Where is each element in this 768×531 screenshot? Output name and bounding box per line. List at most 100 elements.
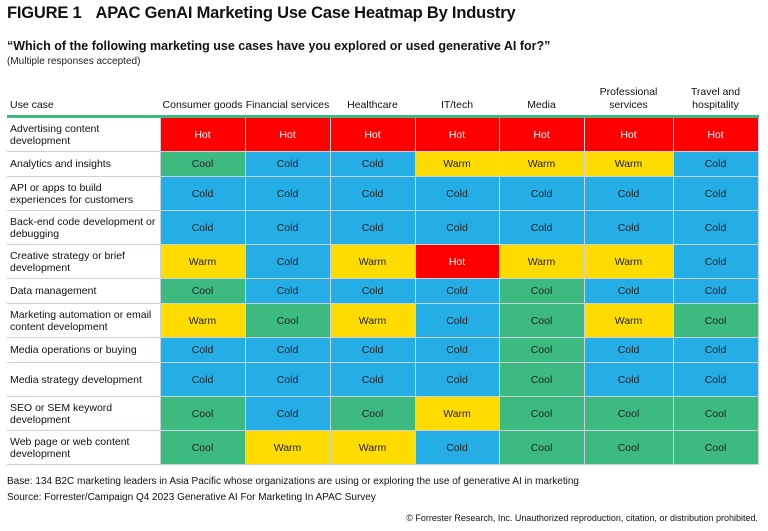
heat-cell: Cold <box>414 430 500 465</box>
heat-cell: Cold <box>414 278 500 304</box>
table-row: Analytics and insights Cool Cold Cold Warm Wa… <box>7 151 759 177</box>
heat-cell: Cool <box>159 278 246 304</box>
table-row: Marketing automation or email content de… <box>7 303 759 338</box>
heat-cell: Cold <box>159 176 246 211</box>
heat-cell: Cold <box>583 278 674 304</box>
heat-cell: Hot <box>414 244 500 279</box>
heat-cell: Cool <box>329 396 416 431</box>
use-case-label: Analytics and insights <box>7 151 161 177</box>
row-header: Use case <box>7 82 160 118</box>
figure-label: FIGURE 1 <box>7 4 82 22</box>
heat-cell: Cool <box>583 430 674 465</box>
heat-cell: Warm <box>159 244 246 279</box>
heat-cell: Cold <box>672 362 759 397</box>
heat-cell: Warm <box>244 430 331 465</box>
heat-cell: Cold <box>498 176 585 211</box>
heat-cell: Cold <box>414 337 500 363</box>
heat-cell: Cool <box>498 278 585 304</box>
heat-cell: Hot <box>159 116 246 152</box>
heat-cell: Cold <box>244 210 331 245</box>
table-row: Media operations or buying Cold Cold Cold Co… <box>7 337 759 363</box>
heat-cell: Warm <box>498 151 585 177</box>
use-case-label: Media strategy development <box>7 362 161 397</box>
figure-title: FIGURE 1 APAC GenAI Marketing Use Case He… <box>7 4 516 23</box>
responses-note: (Multiple responses accepted) <box>7 56 141 67</box>
use-case-label: Creative strategy or brief development <box>7 244 161 279</box>
column-header: IT/tech <box>415 82 499 118</box>
heat-cell: Cool <box>498 337 585 363</box>
column-header: Professional services <box>584 82 673 118</box>
heat-cell: Cold <box>672 244 759 279</box>
heat-cell: Cool <box>159 430 246 465</box>
use-case-label: Advertising content development <box>7 116 161 152</box>
heat-cell: Hot <box>498 116 585 152</box>
heat-cell: Warm <box>329 303 416 338</box>
heat-cell: Cold <box>672 210 759 245</box>
heat-cell: Cold <box>672 337 759 363</box>
table-row: Media strategy development Cold Cold Cold Co… <box>7 362 759 397</box>
heat-cell: Cool <box>672 303 759 338</box>
table-row: Advertising content development Hot Hot Hot… <box>7 116 759 152</box>
heat-cell: Cold <box>498 210 585 245</box>
heat-cell: Cool <box>498 430 585 465</box>
heat-cell: Cold <box>583 337 674 363</box>
heat-cell: Cold <box>583 210 674 245</box>
heat-cell: Hot <box>244 116 331 152</box>
table-row: Back-end code development or debugging Co… <box>7 210 759 245</box>
heat-cell: Cool <box>159 151 246 177</box>
heat-cell: Warm <box>583 244 674 279</box>
heat-cell: Cold <box>159 210 246 245</box>
column-header: Consumer goods <box>160 82 245 118</box>
table-row: Web page or web content development Cool W… <box>7 430 759 465</box>
heat-cell: Cold <box>159 362 246 397</box>
heat-cell: Hot <box>414 116 500 152</box>
heat-cell: Cold <box>244 278 331 304</box>
heat-cell: Warm <box>498 244 585 279</box>
table-row: SEO or SEM keyword development Cool Cold Co… <box>7 396 759 431</box>
use-case-label: Marketing automation or email content de… <box>7 303 161 338</box>
heat-cell: Cold <box>329 337 416 363</box>
use-case-label: SEO or SEM keyword development <box>7 396 161 431</box>
heat-cell: Cold <box>159 337 246 363</box>
heat-cell: Cool <box>498 362 585 397</box>
heat-cell: Cold <box>672 151 759 177</box>
use-case-label: Web page or web content development <box>7 430 161 465</box>
heatmap-table: Use case Consumer goods Financial services… <box>7 82 759 465</box>
survey-question: “Which of the following marketing use ca… <box>7 39 551 53</box>
column-header: Media <box>499 82 584 118</box>
copyright: © Forrester Research, Inc. Unauthorized … <box>406 513 758 523</box>
heat-cell: Cold <box>244 176 331 211</box>
heat-cell: Cold <box>244 362 331 397</box>
use-case-label: Back-end code development or debugging <box>7 210 161 245</box>
heat-cell: Warm <box>329 430 416 465</box>
base-note: Base: 134 B2C marketing leaders in Asia … <box>7 476 579 487</box>
heat-cell: Cold <box>244 337 331 363</box>
heat-cell: Warm <box>583 151 674 177</box>
column-header: Healthcare <box>330 82 415 118</box>
heat-cell: Cool <box>244 303 331 338</box>
heat-cell: Cool <box>583 396 674 431</box>
heat-cell: Cold <box>329 176 416 211</box>
use-case-label: Data management <box>7 278 161 304</box>
use-case-label: Media operations or buying <box>7 337 161 363</box>
heat-cell: Warm <box>414 396 500 431</box>
heat-cell: Cold <box>329 362 416 397</box>
table-row: Data management Cool Cold Cold Cold Cool Cold C… <box>7 278 759 304</box>
heat-cell: Cool <box>498 303 585 338</box>
column-header: Financial services <box>245 82 330 118</box>
heat-cell: Cold <box>244 396 331 431</box>
heat-cell: Hot <box>672 116 759 152</box>
heat-cell: Cold <box>414 176 500 211</box>
heat-cell: Cold <box>414 303 500 338</box>
table-row: Creative strategy or brief development Wa… <box>7 244 759 279</box>
heat-cell: Hot <box>583 116 674 152</box>
heat-cell: Cold <box>244 151 331 177</box>
column-header: Travel and hospitality <box>673 82 758 118</box>
table-row: API or apps to build experiences for cus… <box>7 176 759 211</box>
heat-cell: Cold <box>329 151 416 177</box>
heat-cell: Cold <box>414 362 500 397</box>
heat-cell: Warm <box>414 151 500 177</box>
heat-cell: Cold <box>329 278 416 304</box>
heat-cell: Cold <box>672 176 759 211</box>
heat-cell: Cool <box>498 396 585 431</box>
